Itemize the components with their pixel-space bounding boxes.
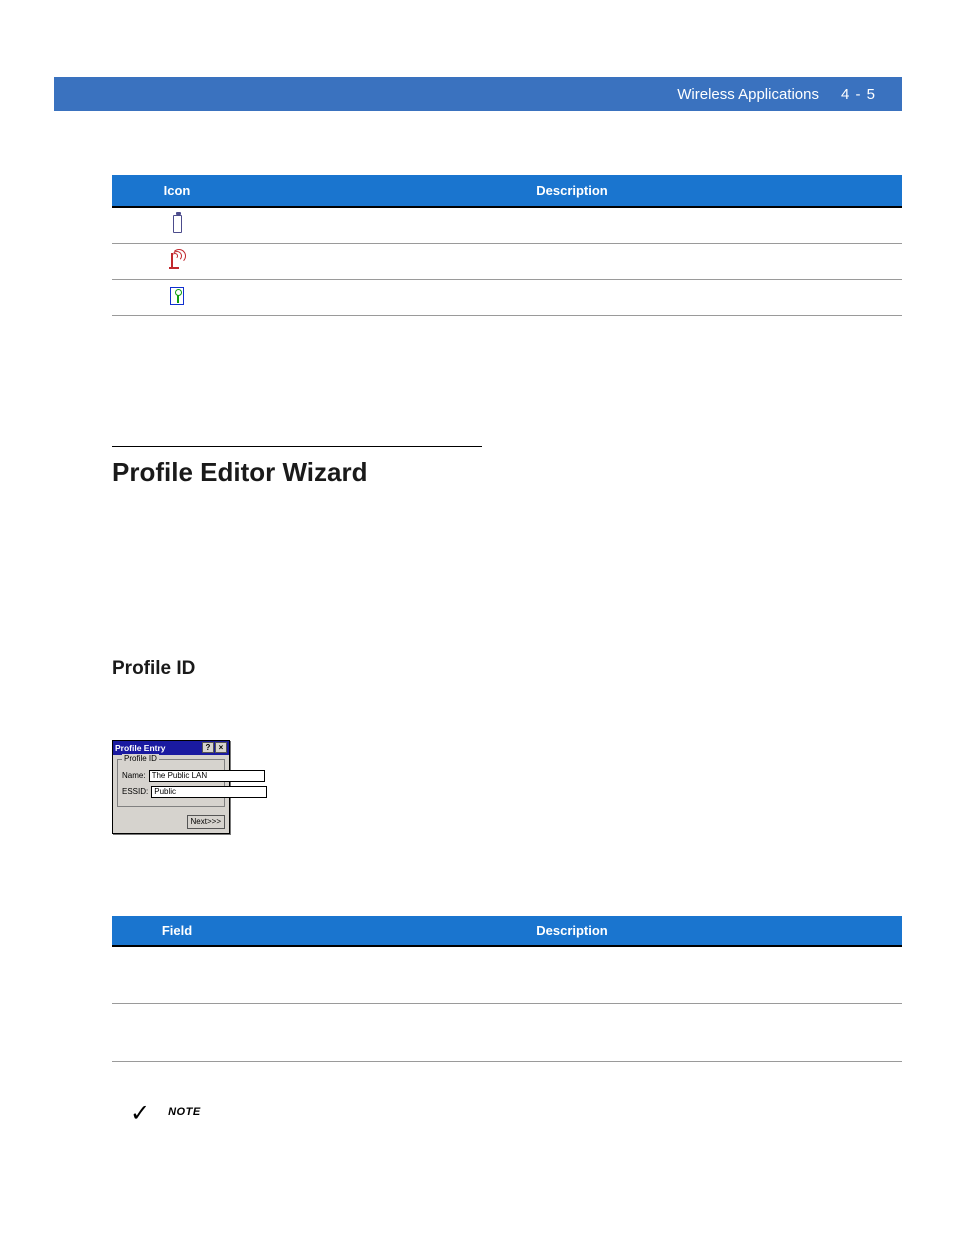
description-cell (242, 279, 902, 315)
note-label: NOTE (168, 1102, 201, 1118)
signal-icon (169, 251, 185, 269)
battery-icon (173, 215, 182, 233)
page: Wireless Applications 4 - 5 Icon Descrip… (0, 0, 954, 1235)
icon-cell (112, 243, 242, 279)
essid-row: ESSID: (122, 786, 220, 798)
page-header-bar: Wireless Applications 4 - 5 (54, 77, 902, 111)
fields-table: Field Description (112, 916, 902, 1063)
profile-id-group: Profile ID Name: ESSID: (117, 759, 225, 807)
description-cell (242, 1004, 902, 1062)
group-legend: Profile ID (122, 754, 159, 763)
table-row (112, 279, 902, 315)
field-cell (112, 946, 242, 1004)
table-row (112, 243, 902, 279)
icon-cell (112, 279, 242, 315)
table-row (112, 946, 902, 1004)
name-row: Name: (122, 770, 220, 782)
name-label: Name: (122, 771, 146, 780)
description-cell (242, 946, 902, 1004)
table-header-row: Icon Description (112, 175, 902, 207)
content-area: Icon Description (112, 175, 902, 1126)
table-row (112, 207, 902, 243)
section-heading: Profile Editor Wizard (112, 446, 482, 488)
sub-heading: Profile ID (112, 658, 902, 680)
col-header-description: Description (242, 916, 902, 946)
col-header-description: Description (242, 175, 902, 207)
col-header-icon: Icon (112, 175, 242, 207)
page-number: 4 - 5 (841, 86, 876, 103)
window-body: Profile ID Name: ESSID: (113, 755, 229, 811)
field-cell (112, 1004, 242, 1062)
icon-cell (112, 207, 242, 243)
profile-entry-window: Profile Entry ? × Profile ID Name: ESSID… (112, 740, 230, 834)
next-button[interactable]: Next>>> (187, 815, 225, 829)
help-button[interactable]: ? (202, 742, 214, 753)
essid-label: ESSID: (122, 787, 148, 796)
description-cell (242, 207, 902, 243)
icons-table: Icon Description (112, 175, 902, 316)
window-footer: Next>>> (113, 811, 229, 833)
close-button[interactable]: × (215, 742, 227, 753)
description-cell (242, 243, 902, 279)
essid-input[interactable] (151, 786, 267, 798)
chapter-title: Wireless Applications (677, 86, 819, 103)
checkmark-icon: ✓ (130, 1102, 150, 1126)
note-block: ✓ NOTE (112, 1102, 902, 1126)
window-titlebar: Profile Entry ? × (113, 741, 229, 755)
name-input[interactable] (149, 770, 265, 782)
window-title: Profile Entry (115, 743, 201, 753)
key-icon (170, 287, 184, 305)
col-header-field: Field (112, 916, 242, 946)
table-row (112, 1004, 902, 1062)
fields-table-wrap: Field Description (112, 916, 902, 1063)
table-header-row: Field Description (112, 916, 902, 946)
